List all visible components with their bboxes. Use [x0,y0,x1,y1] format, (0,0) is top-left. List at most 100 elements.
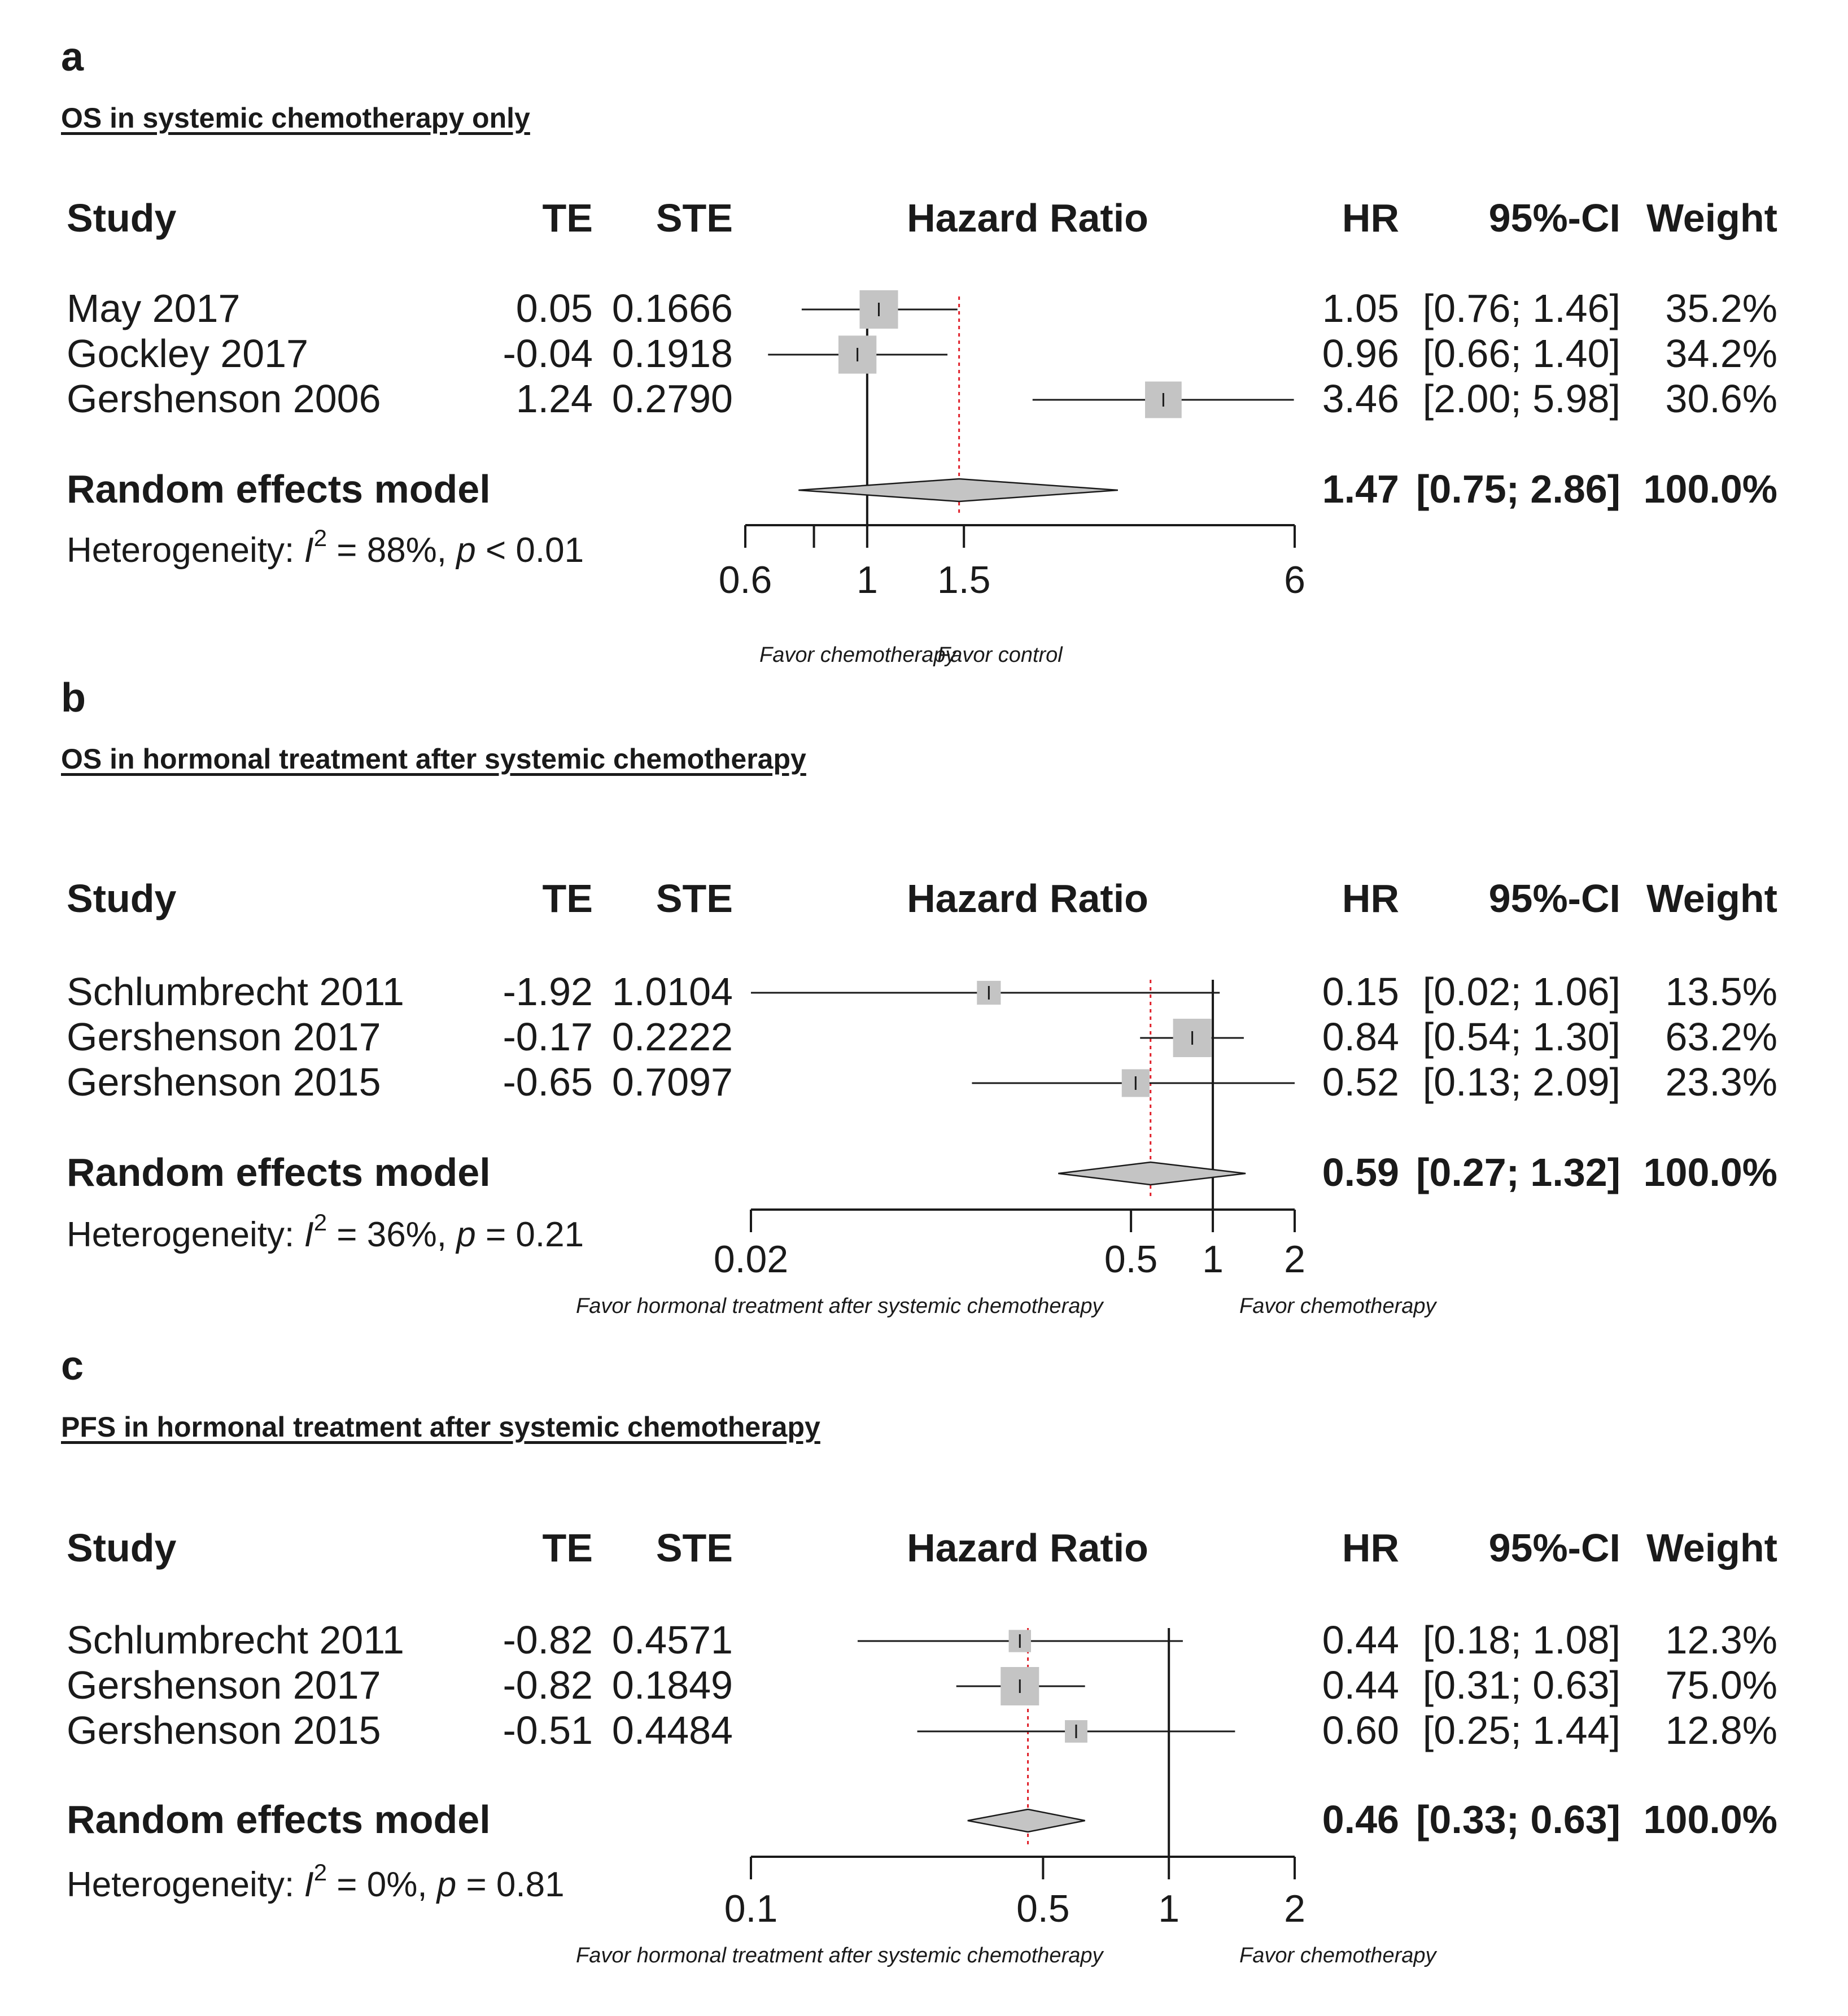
header-te: TE [543,876,593,920]
favor-left-label: Favor chemotherapy [759,643,957,667]
ci-value: [0.25; 1.44] [1423,1708,1620,1752]
te-value: -1.92 [503,970,593,1014]
hr-value: 1.05 [1322,286,1399,330]
header-ste: STE [656,196,733,240]
te-value: -0.04 [503,331,593,376]
axis-tick-label: 2 [1284,1887,1305,1930]
panel-title: PFS in hormonal treatment after systemic… [61,1411,820,1443]
header-ste: STE [656,876,733,920]
axis-tick-label: 0.02 [714,1238,788,1281]
study-name: Gershenson 2017 [67,1015,381,1059]
ste-value: 0.1849 [612,1663,733,1707]
forest-plot-b: Study TE STE Hazard Ratio HR 95%-CI Weight Schl… [67,876,1777,1318]
model-diamond [798,478,1118,503]
axis-tick-label: 1 [1158,1887,1179,1930]
model-hr: 1.47 [1322,467,1399,511]
te-value: 1.24 [516,377,593,421]
ci-value: [0.02; 1.06] [1423,970,1620,1014]
model-label: Random effects model [67,1797,491,1842]
study-name: Gershenson 2015 [67,1708,381,1752]
panel-letter: c [61,1343,84,1389]
te-value: -0.82 [503,1663,593,1707]
panel-letter: a [61,34,84,80]
study-name: Gockley 2017 [67,331,308,376]
header-te: TE [543,196,593,240]
panel-letter: b [61,675,86,721]
header-ci: 95%-CI [1489,1526,1620,1570]
model-ci: [0.75; 2.86] [1416,467,1620,511]
header-ci: 95%-CI [1489,196,1620,240]
weight-value: 35.2% [1666,286,1777,330]
weight-value: 12.3% [1666,1618,1777,1662]
favor-right-label: Favor chemotherapy [1239,1294,1437,1318]
model-weight: 100.0% [1644,1150,1777,1194]
model-diamond [967,1808,1085,1833]
ci-value: [0.66; 1.40] [1423,331,1620,376]
heterogeneity-text: Heterogeneity: I2 = 88%, p < 0.01 [67,525,584,570]
header-hazard-ratio: Hazard Ratio [907,876,1148,920]
favor-right-label: Favor control [937,643,1063,667]
study-name: May 2017 [67,286,240,330]
favor-left-label: Favor hormonal treatment after systemic … [576,1294,1104,1318]
axis-tick-label: 1 [1202,1238,1224,1281]
model-label: Random effects model [67,467,491,511]
header-te: TE [543,1526,593,1570]
hr-value: 0.44 [1322,1618,1399,1662]
header-hazard-ratio: Hazard Ratio [907,196,1148,240]
model-ci: [0.27; 1.32] [1416,1150,1620,1194]
header-weight: Weight [1646,196,1777,240]
weight-value: 75.0% [1666,1663,1777,1707]
ci-value: [0.13; 2.09] [1423,1060,1620,1104]
axis-tick-label: 1 [857,558,878,601]
forest-panel-b: b OS in hormonal treatment after systemi… [0,675,1848,1330]
heterogeneity-text: Heterogeneity: I2 = 36%, p = 0.21 [67,1209,584,1254]
model-hr: 0.46 [1322,1797,1399,1842]
hr-value: 0.44 [1322,1663,1399,1707]
header-hr: HR [1342,876,1399,920]
study-name: Gershenson 2015 [67,1060,381,1104]
weight-value: 30.6% [1666,377,1777,421]
favor-right-label: Favor chemotherapy [1239,1944,1437,1967]
header-study: Study [67,196,177,240]
ste-value: 0.2222 [612,1015,733,1059]
study-name: Gershenson 2006 [67,377,381,421]
model-ci: [0.33; 0.63] [1416,1797,1620,1842]
header-ci: 95%-CI [1489,876,1620,920]
forest-panel-a: a OS in systemic chemotherapy only Study… [0,34,1848,678]
forest-plot-c: Study TE STE Hazard Ratio HR 95%-CI Weight Schl… [67,1526,1777,1967]
ste-value: 0.1918 [612,331,733,376]
ste-value: 0.4484 [612,1708,733,1752]
forest-plot-a: Study TE STE Hazard Ratio HR 95%-CI Weight May … [67,196,1777,667]
forest-panel-c: c PFS in hormonal treatment after system… [0,1343,1848,2009]
model-weight: 100.0% [1644,467,1777,511]
study-name: Schlumbrecht 2011 [67,970,404,1014]
hr-value: 0.96 [1322,331,1399,376]
axis-tick-label: 0.1 [724,1887,778,1930]
ci-value: [2.00; 5.98] [1423,377,1620,421]
model-hr: 0.59 [1322,1150,1399,1194]
panel-title: OS in hormonal treatment after systemic … [61,743,806,775]
ci-value: [0.31; 0.63] [1423,1663,1620,1707]
axis-tick-label: 0.5 [1016,1887,1070,1930]
header-weight: Weight [1646,876,1777,920]
weight-value: 63.2% [1666,1015,1777,1059]
ste-value: 0.1666 [612,286,733,330]
header-study: Study [67,1526,177,1570]
hr-value: 3.46 [1322,377,1399,421]
ste-value: 1.0104 [612,970,733,1014]
ci-value: [0.76; 1.46] [1423,286,1620,330]
study-name: Gershenson 2017 [67,1663,381,1707]
study-name: Schlumbrecht 2011 [67,1618,404,1662]
heterogeneity-text: Heterogeneity: I2 = 0%, p = 0.81 [67,1859,565,1904]
weight-value: 12.8% [1666,1708,1777,1752]
weight-value: 34.2% [1666,331,1777,376]
model-weight: 100.0% [1644,1797,1777,1842]
hr-value: 0.15 [1322,970,1399,1014]
te-value: -0.17 [503,1015,593,1059]
hr-value: 0.84 [1322,1015,1399,1059]
model-diamond [1058,1161,1246,1186]
header-hr: HR [1342,1526,1399,1570]
axis-tick-label: 0.6 [719,558,772,601]
te-value: -0.51 [503,1708,593,1752]
panel-title: OS in systemic chemotherapy only [61,102,530,134]
